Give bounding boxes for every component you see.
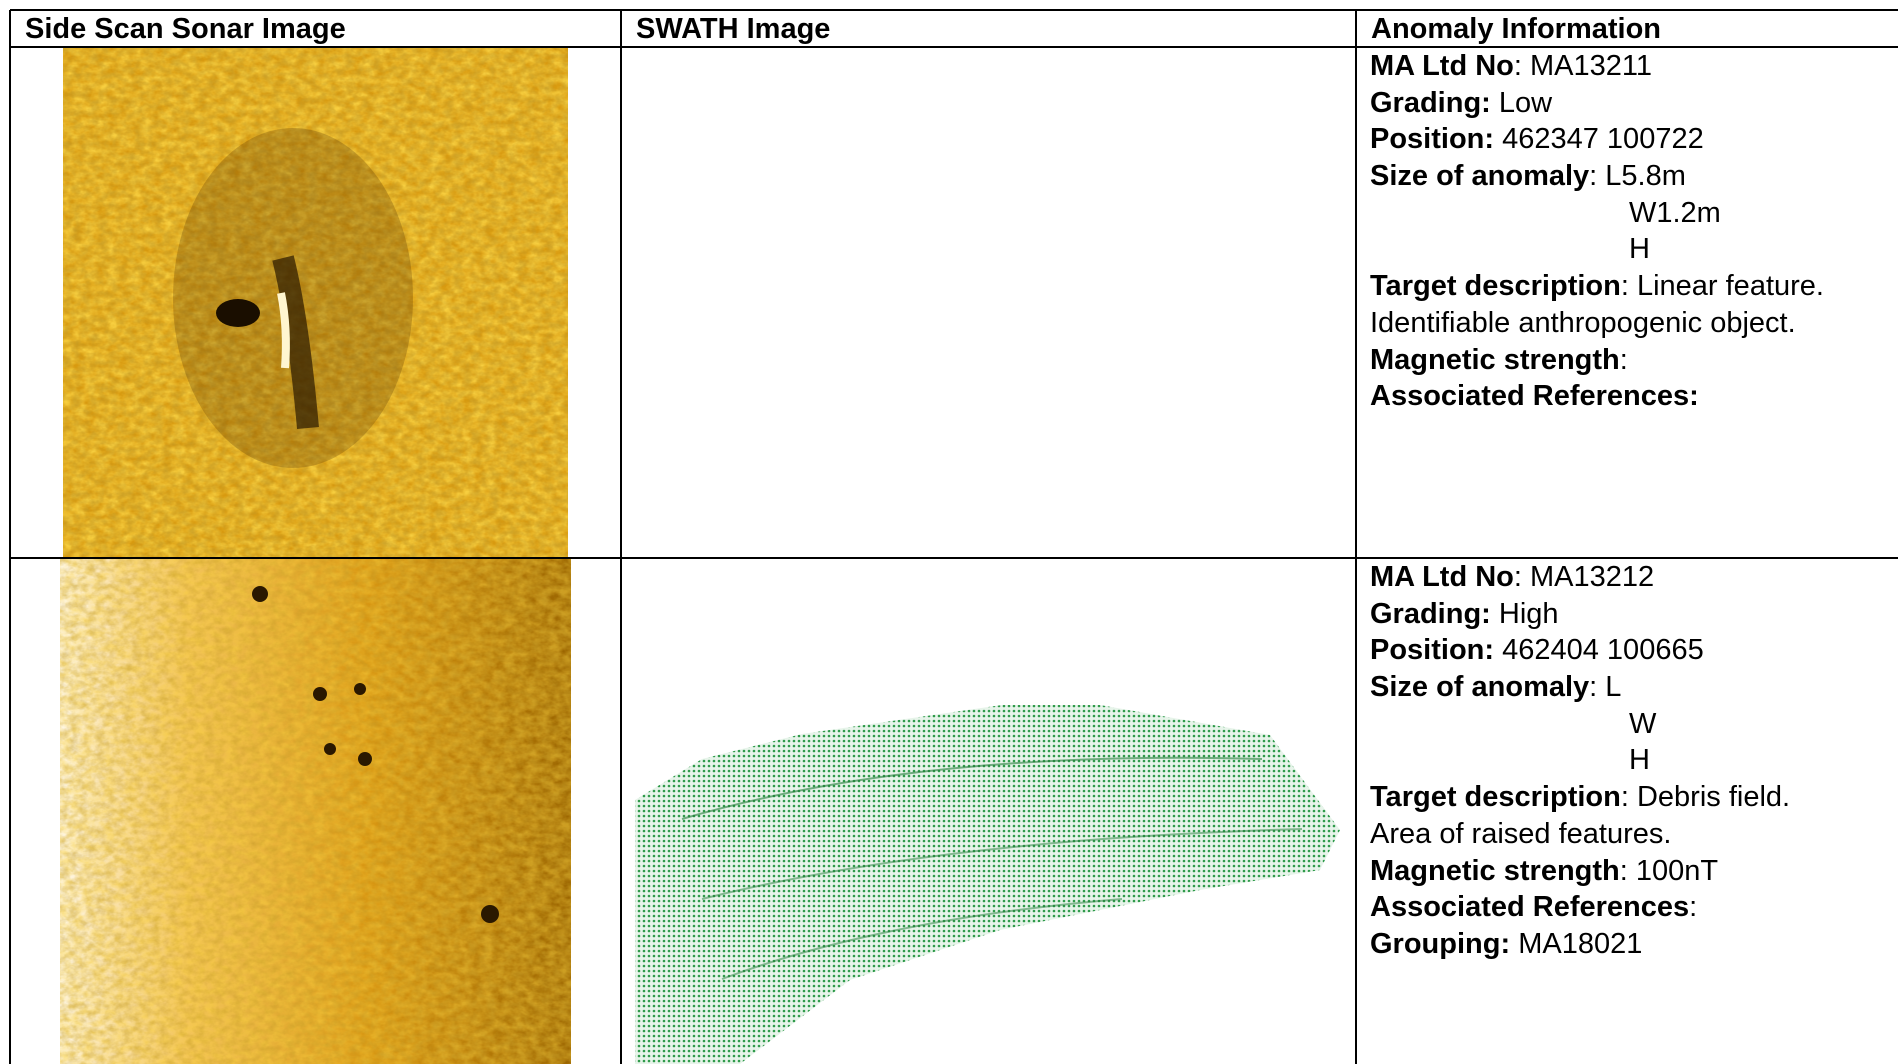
field-value: MA18021 xyxy=(1510,927,1643,960)
field-label: Size of anomaly xyxy=(1370,671,1590,704)
info-line: W1.2m xyxy=(1370,195,1824,232)
table-border xyxy=(10,557,1898,559)
field-value: : xyxy=(1689,891,1698,924)
field-label: MA Ltd No xyxy=(1370,50,1514,82)
info-line: Grouping: MA18021 xyxy=(1370,926,1790,963)
table-border xyxy=(9,10,11,1064)
column-header: Anomaly Information xyxy=(1371,13,1662,45)
info-line: Target description: Linear feature. xyxy=(1370,268,1824,305)
field-value: : L5.8m xyxy=(1589,160,1686,193)
field-value: High xyxy=(1490,597,1559,630)
info-line: W xyxy=(1370,706,1790,743)
sonar-image xyxy=(60,559,571,1064)
sonar-image xyxy=(63,48,568,557)
field-label: Associated References xyxy=(1370,891,1690,924)
info-line: Grading: High xyxy=(1370,596,1790,633)
field-value: : Debris field. xyxy=(1620,781,1791,814)
field-label: Position: xyxy=(1370,634,1495,667)
field-label: Grading: xyxy=(1370,597,1491,630)
info-line: Associated References: xyxy=(1370,889,1790,926)
info-line: Grading: Low xyxy=(1370,85,1824,122)
info-line: Associated References: xyxy=(1370,378,1824,415)
table-border xyxy=(10,46,1898,48)
field-value: H xyxy=(1629,233,1650,266)
field-label: Associated References: xyxy=(1370,380,1699,413)
field-label: Position: xyxy=(1370,123,1495,156)
field-value: : Linear feature. xyxy=(1620,270,1824,303)
field-value: 462404 100665 xyxy=(1494,634,1704,667)
field-label: Grading: xyxy=(1370,86,1491,119)
field-value: : 100nT xyxy=(1619,854,1719,887)
field-label: MA Ltd No xyxy=(1370,561,1514,593)
field-label: Target description xyxy=(1370,270,1621,303)
field-label: Size of anomaly xyxy=(1370,160,1590,193)
field-value: : MA13212 xyxy=(1513,561,1655,593)
info-line: Identifiable anthropogenic object. xyxy=(1370,305,1824,342)
field-value: H xyxy=(1629,744,1650,777)
info-line: Target description: Debris field. xyxy=(1370,779,1790,816)
info-line: MA Ltd No: MA13211 xyxy=(1370,48,1824,85)
field-value: W1.2m xyxy=(1629,196,1721,229)
field-label: Target description xyxy=(1370,781,1621,814)
field-label: Magnetic strength xyxy=(1370,854,1620,887)
anomaly-info: MA Ltd No: MA13212 Grading: High Position:… xyxy=(1370,559,1790,963)
field-value: : MA13211 xyxy=(1513,50,1652,82)
column-header: SWATH Image xyxy=(636,13,831,45)
field-value: Identifiable anthropogenic object. xyxy=(1370,306,1796,339)
table-border xyxy=(1355,10,1357,1064)
info-line: H xyxy=(1370,742,1790,779)
field-value: 462347 100722 xyxy=(1494,123,1704,156)
field-value: W xyxy=(1629,707,1657,740)
info-line: Magnetic strength: xyxy=(1370,342,1824,379)
table-border xyxy=(620,10,622,1064)
anomaly-info: MA Ltd No: MA13211 Grading: Low Position: … xyxy=(1370,48,1824,415)
info-line: Area of raised features. xyxy=(1370,816,1790,853)
info-line: MA Ltd No: MA13212 xyxy=(1370,559,1790,596)
field-value: : xyxy=(1619,343,1628,376)
field-label: Grouping: xyxy=(1370,927,1511,960)
swath-image xyxy=(635,705,1340,1064)
info-line: Magnetic strength: 100nT xyxy=(1370,853,1790,890)
info-line: Position: 462347 100722 xyxy=(1370,121,1824,158)
table-border xyxy=(10,9,1898,11)
info-line: Size of anomaly: L5.8m xyxy=(1370,158,1824,195)
field-value: Area of raised features. xyxy=(1370,817,1672,850)
info-line: Position: 462404 100665 xyxy=(1370,632,1790,669)
field-label: Magnetic strength xyxy=(1370,343,1620,376)
info-line: Size of anomaly: L xyxy=(1370,669,1790,706)
info-line: H xyxy=(1370,231,1824,268)
column-header: Side Scan Sonar Image xyxy=(25,13,346,45)
field-value: Low xyxy=(1490,86,1553,119)
field-value: : L xyxy=(1589,671,1622,704)
